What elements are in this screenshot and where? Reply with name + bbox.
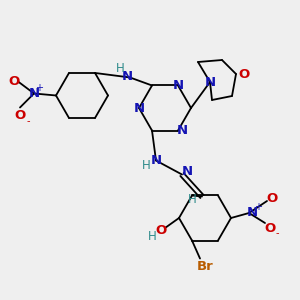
- Text: N: N: [134, 101, 145, 115]
- Text: H: H: [188, 193, 196, 206]
- Text: N: N: [28, 87, 40, 100]
- Text: N: N: [204, 76, 216, 88]
- Text: O: O: [155, 224, 167, 236]
- Text: O: O: [266, 191, 278, 205]
- Text: O: O: [238, 68, 250, 80]
- Text: +: +: [254, 202, 262, 212]
- Text: -: -: [275, 228, 279, 238]
- Text: +: +: [35, 83, 43, 94]
- Text: N: N: [122, 70, 133, 83]
- Text: N: N: [182, 165, 193, 178]
- Text: O: O: [264, 221, 276, 235]
- Text: N: N: [150, 154, 162, 167]
- Text: O: O: [8, 75, 20, 88]
- Text: N: N: [246, 206, 258, 220]
- Text: -: -: [26, 116, 30, 127]
- Text: N: N: [176, 124, 188, 137]
- Text: H: H: [116, 62, 124, 75]
- Text: H: H: [148, 230, 156, 244]
- Text: O: O: [14, 109, 26, 122]
- Text: H: H: [142, 159, 150, 172]
- Text: N: N: [172, 79, 184, 92]
- Text: Br: Br: [196, 260, 213, 273]
